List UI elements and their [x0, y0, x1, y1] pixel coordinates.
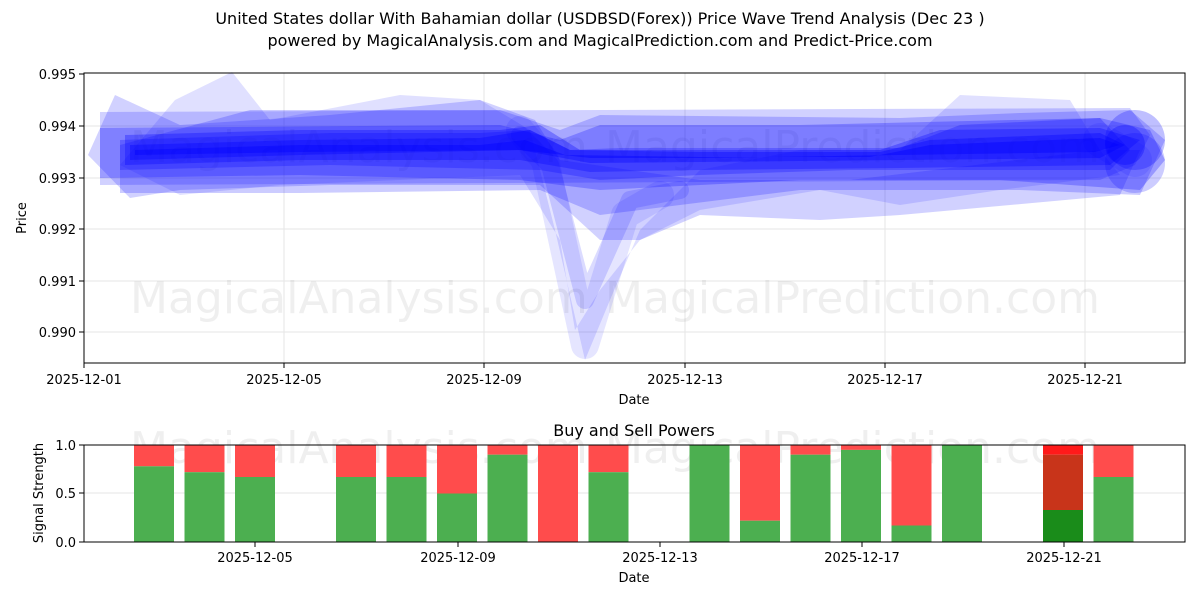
buy-bar [841, 449, 881, 542]
y-tick-label: 0.990 [39, 326, 76, 341]
watermark-analysis: MagicalAnalysis.com [130, 273, 588, 324]
sell-bar [235, 445, 275, 477]
x-tick-label: 2025-12-13 [622, 551, 698, 566]
sell-bar [1043, 454, 1083, 510]
x-tick-label: 2025-12-17 [847, 373, 923, 388]
buy-bar [689, 445, 730, 542]
x-tick-label: 2025-12-13 [647, 373, 723, 388]
sell-bar [386, 445, 427, 477]
sell-bar [588, 445, 629, 473]
chart-subtitle: powered by MagicalAnalysis.com and Magic… [267, 31, 933, 50]
watermark-prediction: MagicalPrediction.com [605, 122, 1100, 173]
sell-bar [1043, 445, 1083, 455]
bottom-y-axis-label: Signal Strength [32, 443, 47, 543]
buy-bar [942, 445, 982, 542]
top-y-ticks [79, 73, 84, 333]
buy-bar [235, 477, 275, 542]
y-tick-label: 0.994 [39, 120, 76, 135]
wave-end-caps [1105, 110, 1165, 193]
bottom-x-axis-label: Date [618, 571, 649, 586]
chart-title: United States dollar With Bahamian dolla… [215, 9, 985, 28]
bottom-chart-title: Buy and Sell Powers [553, 421, 715, 440]
buy-bar [891, 525, 932, 542]
y-tick-label: 0.5 [55, 487, 76, 502]
bottom-x-ticks [254, 542, 1065, 547]
buy-bar [336, 477, 376, 542]
watermark-prediction: MagicalPrediction.com [605, 273, 1100, 324]
top-x-ticks [83, 363, 1086, 368]
buy-bar [437, 493, 477, 542]
sell-bar [790, 445, 831, 455]
bottom-y-ticks [79, 444, 84, 543]
y-tick-label: 0.0 [55, 536, 76, 551]
top-y-axis-label: Price [15, 202, 30, 234]
sell-bar [740, 445, 780, 521]
y-tick-label: 0.991 [39, 275, 76, 290]
buy-sell-bars [134, 445, 1134, 542]
x-tick-label: 2025-12-01 [46, 373, 122, 388]
buy-bar [1093, 477, 1134, 542]
x-tick-label: 2025-12-21 [1047, 373, 1123, 388]
sell-bar [841, 445, 881, 450]
wave-dip-trails [506, 116, 1152, 359]
bottom-y-tick-labels: 1.0 0.5 0.0 [55, 439, 76, 551]
bottom-x-tick-labels: 2025-12-05 2025-12-09 2025-12-13 2025-12… [217, 551, 1102, 566]
top-x-tick-labels: 2025-12-01 2025-12-05 2025-12-09 2025-12… [46, 373, 1123, 388]
x-tick-label: 2025-12-05 [246, 373, 322, 388]
y-tick-label: 1.0 [55, 439, 76, 454]
watermark-analysis: MagicalAnalysis.com [130, 122, 588, 173]
buy-bar [740, 520, 780, 542]
x-tick-label: 2025-12-05 [217, 551, 293, 566]
wave-bands [88, 72, 1165, 360]
y-tick-label: 0.993 [39, 172, 76, 187]
buy-bar [134, 466, 174, 542]
sell-bar [1093, 445, 1134, 477]
top-y-tick-labels: 0.995 0.994 0.993 0.992 0.991 0.990 [39, 68, 76, 341]
buy-bar [487, 454, 528, 542]
x-tick-label: 2025-12-09 [420, 551, 496, 566]
x-tick-label: 2025-12-09 [446, 373, 522, 388]
y-tick-label: 0.992 [39, 223, 76, 238]
x-tick-label: 2025-12-17 [824, 551, 900, 566]
buy-bar [588, 472, 629, 542]
sell-bar [336, 445, 376, 477]
y-tick-label: 0.995 [39, 68, 76, 83]
top-axes-frame [83, 72, 1186, 364]
sell-bar [437, 445, 477, 494]
price-wave-chart: MagicalAnalysis.com MagicalPrediction.co… [15, 68, 1186, 408]
buy-bar [386, 477, 427, 542]
buy-bar [790, 454, 831, 542]
sell-bar [538, 445, 578, 542]
top-grid [84, 73, 1185, 363]
sell-bar [184, 445, 225, 473]
x-tick-label: 2025-12-21 [1026, 551, 1102, 566]
buy-bar [184, 472, 225, 542]
sell-bar [487, 445, 528, 455]
sell-bar [134, 445, 174, 467]
buy-bar [1043, 510, 1083, 542]
buy-sell-chart: Buy and Sell Powers MagicalAnalysis.com … [32, 421, 1186, 586]
top-x-axis-label: Date [618, 393, 649, 408]
sell-bar [891, 445, 932, 526]
